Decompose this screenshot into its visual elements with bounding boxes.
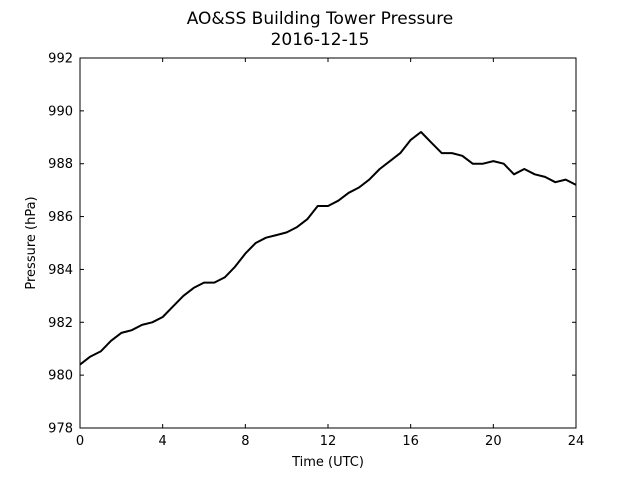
y-tick-label: 978 <box>48 422 73 437</box>
x-tick-label: 0 <box>76 434 84 449</box>
y-tick-label: 984 <box>48 263 73 278</box>
y-axis-label: Pressure (hPa) <box>24 196 39 289</box>
x-axis: 0 4 8 12 16 20 24 <box>76 58 584 449</box>
plot-frame <box>79 57 577 429</box>
chart-subtitle: 2016-12-15 <box>271 30 370 50</box>
y-tick-label: 982 <box>48 316 73 331</box>
y-axis: 978 980 982 984 986 988 990 992 <box>48 52 576 437</box>
x-axis-label: Time (UTC) <box>291 455 364 470</box>
x-tick-label: 4 <box>159 434 167 449</box>
y-tick-label: 986 <box>48 210 73 225</box>
y-tick-label: 980 <box>48 369 73 384</box>
y-tick-label: 990 <box>48 104 73 119</box>
y-tick-label: 988 <box>48 157 73 172</box>
plot-area <box>79 57 577 429</box>
x-tick-label: 16 <box>402 434 419 449</box>
series-line <box>79 131 577 366</box>
chart-title: AO&SS Building Tower Pressure <box>187 9 454 29</box>
x-tick-label: 24 <box>568 434 585 449</box>
x-tick-label: 20 <box>485 434 502 449</box>
y-tick-label: 992 <box>48 52 73 67</box>
x-tick-label: 12 <box>320 434 337 449</box>
x-tick-label: 8 <box>241 434 249 449</box>
